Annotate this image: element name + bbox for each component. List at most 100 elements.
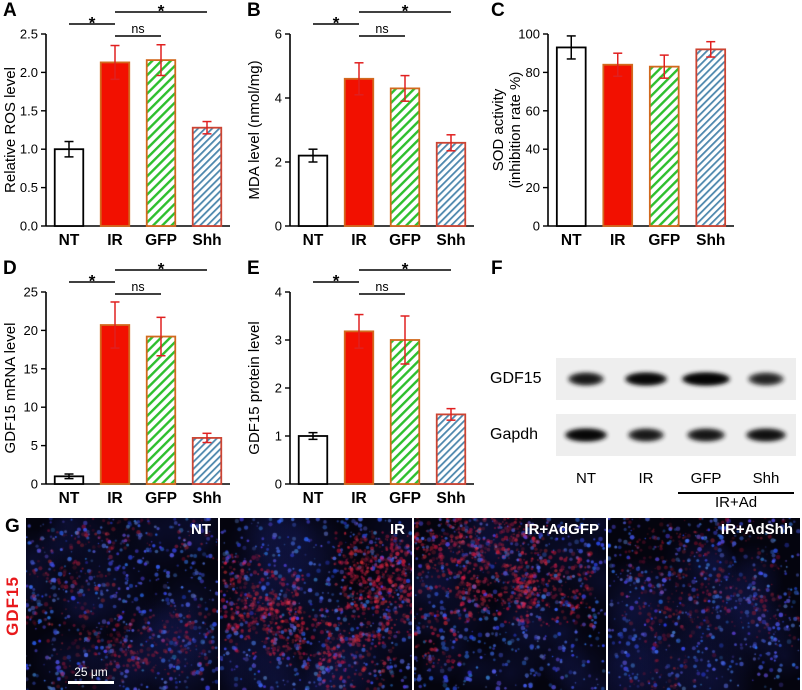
svg-text:NT: NT (59, 232, 80, 249)
micrograph-label-nt: NT (191, 521, 211, 538)
svg-text:4: 4 (275, 285, 282, 300)
svg-text:IR: IR (610, 232, 626, 249)
svg-text:IR: IR (351, 232, 367, 249)
svg-text:Shh: Shh (696, 232, 725, 249)
scale-bar-label: 25 μm (74, 665, 108, 679)
svg-text:GFP: GFP (145, 490, 177, 507)
svg-text:NT: NT (59, 490, 80, 507)
panel-a: A 0.0 0.5 1.0 1.5 2.0 2.5 Relative ROS level NT… (0, 0, 240, 258)
svg-text:0.0: 0.0 (20, 219, 38, 234)
bar-GFP (145, 335, 177, 485)
svg-text:GFP: GFP (389, 490, 421, 507)
bar-NT (53, 148, 85, 227)
panel-f: F GDF15 Gapdh NT IR GFP Shh IR+Ad (488, 258, 802, 516)
svg-text:3: 3 (275, 333, 282, 348)
bar-GFP (145, 59, 177, 227)
svg-text:0.5: 0.5 (20, 180, 38, 195)
bar-chart-ros: 0.0 0.5 1.0 1.5 2.0 2.5 Relative ROS level NT IR… (2, 2, 230, 249)
panel-e: E 0 1 2 3 4 GDF15 protein level NT IR GFP Shh * * ns (244, 258, 484, 516)
bar-IR (343, 330, 375, 485)
svg-text:MDA level (nmol/mg): MDA level (nmol/mg) (246, 60, 263, 199)
bar-GFP (648, 65, 680, 227)
svg-text:*: * (89, 14, 96, 33)
bar-IR (99, 324, 131, 485)
svg-text:0: 0 (533, 219, 540, 234)
svg-text:IR: IR (107, 232, 123, 249)
bar-Shh (191, 437, 223, 485)
svg-text:0: 0 (31, 477, 38, 492)
svg-text:IR: IR (351, 490, 367, 507)
svg-text:ns: ns (375, 22, 388, 36)
svg-text:ns: ns (131, 22, 144, 36)
svg-text:80: 80 (526, 65, 540, 80)
blot-strip-gdf15 (556, 358, 796, 400)
micrograph-image-ir-adgfp (414, 518, 606, 690)
svg-text:(inhibition rate %): (inhibition rate %) (507, 72, 524, 189)
svg-text:25: 25 (24, 285, 38, 300)
bar-IR (99, 61, 131, 227)
svg-text:*: * (333, 272, 340, 291)
panel-b: B 0 2 4 6 MDA level (nmol/mg) NT IR GFP Shh * * ns (244, 0, 484, 258)
svg-text:*: * (89, 272, 96, 291)
micrograph-label-ir: IR (390, 521, 405, 538)
svg-text:NT: NT (303, 490, 324, 507)
bar-NT (555, 46, 587, 227)
micrograph-ir: IR (220, 518, 412, 690)
panel-letter-f: F (491, 258, 503, 279)
bar-chart-sod: 0 20 40 60 80 100 SOD activity (inhibition rate… (490, 27, 734, 249)
blot-strip-gapdh (556, 414, 796, 456)
bar-Shh (435, 413, 467, 485)
svg-text:2.5: 2.5 (20, 27, 38, 42)
blot-group-line (678, 492, 794, 494)
svg-text:0: 0 (275, 477, 282, 492)
bar-Shh (191, 126, 223, 227)
svg-text:4: 4 (275, 91, 282, 106)
panel-letter-c: C (491, 0, 505, 21)
micrograph-ir-adshh: IR+AdShh (608, 518, 800, 690)
svg-text:1.0: 1.0 (20, 142, 38, 157)
svg-text:1.5: 1.5 (20, 103, 38, 118)
blot-row-gapdh: Gapdh (490, 414, 800, 456)
svg-text:Shh: Shh (192, 490, 221, 507)
svg-text:*: * (158, 2, 165, 21)
lane-label-nt: NT (576, 470, 596, 487)
micrograph-nt: NT 25 μm (26, 518, 218, 690)
svg-text:20: 20 (526, 180, 540, 195)
bar-chart-mda: 0 2 4 6 MDA level (nmol/mg) NT IR GFP Shh * * ns (246, 2, 474, 249)
svg-text:*: * (402, 260, 409, 279)
svg-text:Shh: Shh (436, 232, 465, 249)
bar-chart-protein: 0 1 2 3 4 GDF15 protein level NT IR GFP Shh * * ns (246, 260, 474, 507)
svg-text:0: 0 (275, 219, 282, 234)
svg-text:20: 20 (24, 323, 38, 338)
micrograph-label-ir-adshh: IR+AdShh (720, 521, 793, 538)
bar-IR (602, 63, 634, 227)
svg-text:2.0: 2.0 (20, 65, 38, 80)
svg-text:Relative ROS level: Relative ROS level (2, 67, 19, 193)
blot-protein-label-gapdh: Gapdh (490, 426, 539, 443)
svg-text:NT: NT (561, 232, 582, 249)
svg-text:*: * (158, 260, 165, 279)
micrograph-label-ir-adgfp: IR+AdGFP (524, 521, 599, 538)
micrograph-image-ir (220, 518, 412, 690)
svg-text:GFP: GFP (648, 232, 680, 249)
svg-text:100: 100 (518, 27, 540, 42)
svg-text:2: 2 (275, 381, 282, 396)
svg-text:10: 10 (24, 400, 38, 415)
lane-label-shh: Shh (752, 470, 780, 487)
bar-IR (343, 77, 375, 227)
lane-label-ir: IR (638, 470, 654, 487)
bar-NT (297, 435, 329, 485)
lane-label-gfp: GFP (690, 470, 722, 487)
gdf15-stain-label: GDF15 (3, 576, 22, 637)
svg-text:*: * (333, 14, 340, 33)
svg-text:GDF15 mRNA level: GDF15 mRNA level (2, 323, 19, 454)
panel-letter-e: E (247, 258, 260, 279)
bar-Shh (695, 48, 727, 227)
svg-text:ns: ns (375, 280, 388, 294)
panel-g: G GDF15 NT 25 μm IR IR+AdGFP (0, 516, 802, 690)
svg-text:5: 5 (31, 438, 38, 453)
svg-text:6: 6 (275, 27, 282, 42)
panel-c: C 0 20 40 60 80 100 SOD activity (inhibition ra… (488, 0, 746, 258)
panel-letter-d: D (3, 258, 17, 279)
